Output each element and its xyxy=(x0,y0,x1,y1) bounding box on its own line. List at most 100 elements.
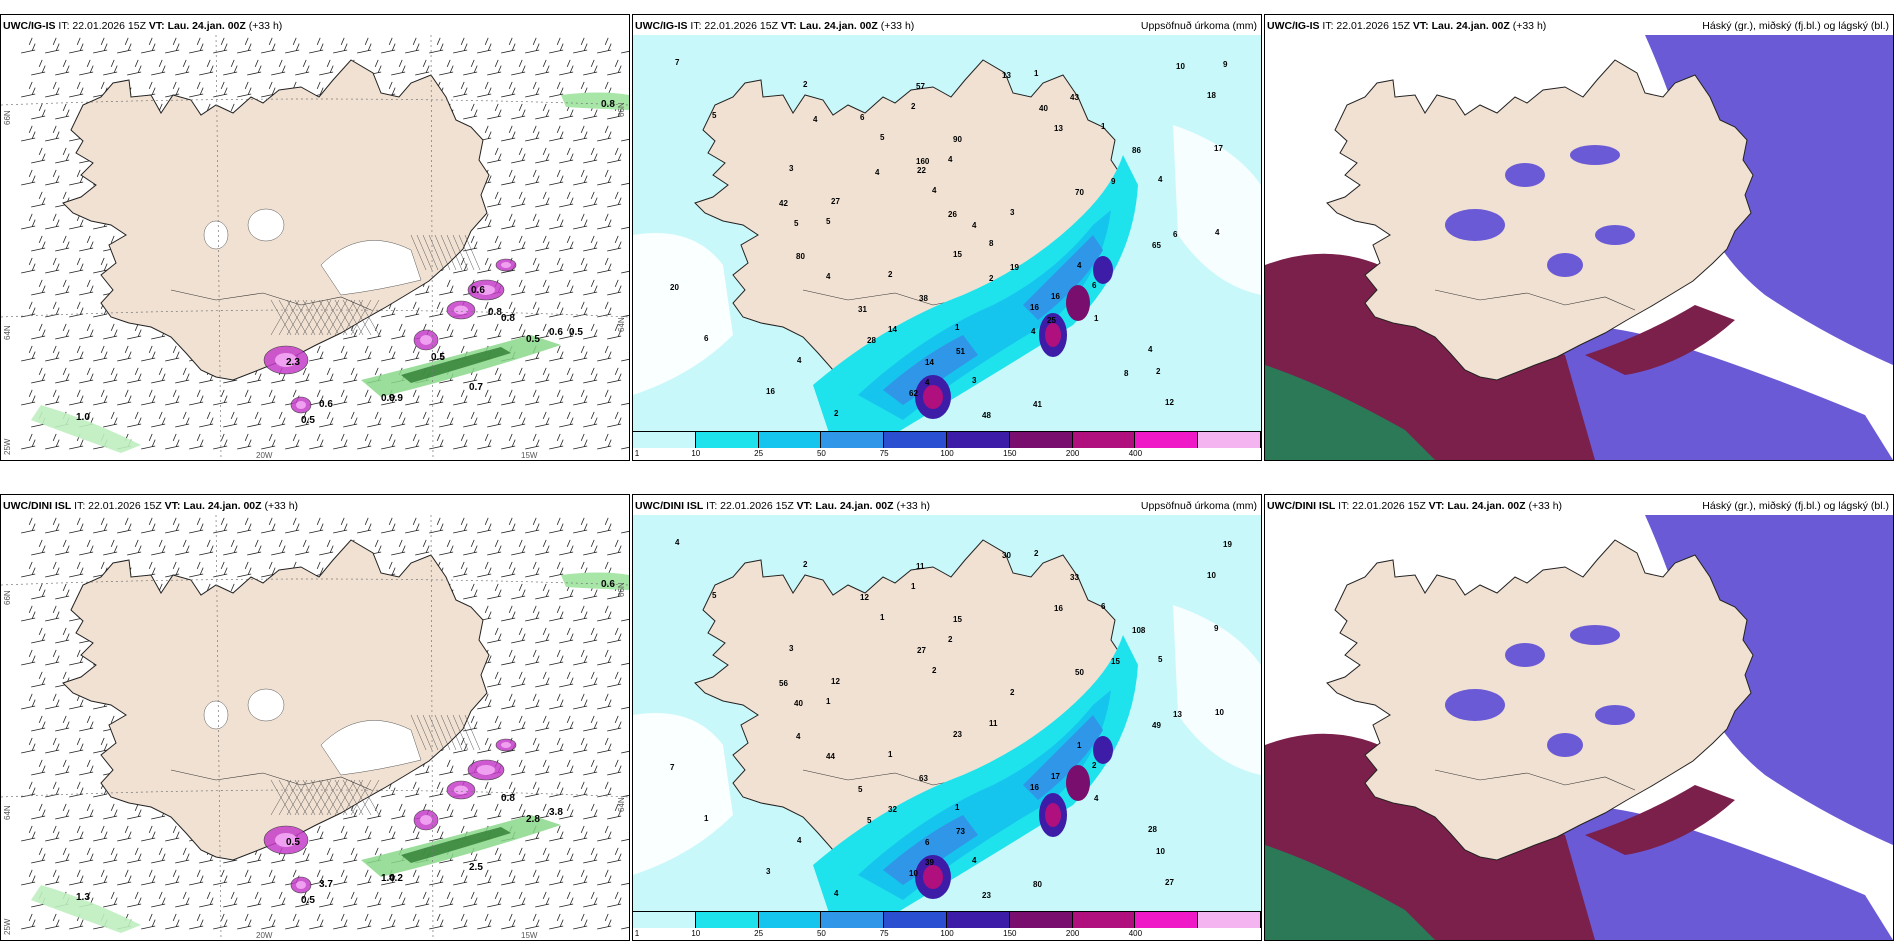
wind-barb xyxy=(175,891,190,908)
wind-barb xyxy=(21,825,36,842)
wind-barb xyxy=(31,803,46,820)
wind-barb xyxy=(151,59,166,76)
wind-barb xyxy=(559,847,574,864)
wind-barb xyxy=(45,825,60,842)
wind-barb xyxy=(151,367,166,384)
precip-value-label: 2 xyxy=(834,409,839,418)
hatch-line xyxy=(294,779,316,816)
wind-barb xyxy=(79,323,94,340)
precip-value-label: 4 xyxy=(925,378,930,387)
wind-barb xyxy=(213,869,228,886)
wind-barb xyxy=(559,671,574,688)
hatch-line xyxy=(302,299,324,336)
wind-barb xyxy=(175,367,190,384)
snow-value-label: 0.7 xyxy=(469,382,483,393)
hatch-line xyxy=(334,779,356,816)
wind-barb xyxy=(535,671,550,688)
wind-barb xyxy=(141,517,156,534)
precip-value-label: 23 xyxy=(982,891,991,900)
wind-barb xyxy=(55,59,70,76)
precip-value-label: 2 xyxy=(1010,688,1015,697)
wind-barb xyxy=(607,803,622,820)
wind-barb xyxy=(573,125,588,142)
glacier-patch xyxy=(247,208,285,242)
wind-barb xyxy=(439,759,454,776)
snow-value-label: 0.5 xyxy=(431,352,445,363)
precip-value-label: 86 xyxy=(1132,146,1141,155)
wind-barb xyxy=(559,539,574,556)
snow-value-label: 1.0 xyxy=(76,412,90,423)
wind-barb xyxy=(141,81,156,98)
hatch-line xyxy=(416,714,433,751)
wind-barb xyxy=(535,103,550,120)
hatch-line xyxy=(302,779,324,816)
wind-barb xyxy=(535,59,550,76)
wind-barb xyxy=(573,605,588,622)
precip-value-label: 10 xyxy=(1156,847,1165,856)
precip-value-label: 1 xyxy=(1101,122,1106,131)
wind-barb xyxy=(69,169,84,186)
lon-label: 15W xyxy=(521,451,538,460)
snow-value-label: 0.8 xyxy=(488,307,502,318)
wind-barb xyxy=(549,649,564,666)
snow-value-label: 2.8 xyxy=(526,814,540,825)
panel-field-title: Háský (gr.), miðský (fj.bl.) og lágský (… xyxy=(1702,20,1889,32)
wind-barb xyxy=(165,389,180,406)
snow-cell-core xyxy=(454,785,468,795)
wind-barb xyxy=(117,517,132,534)
precip-value-label: 1 xyxy=(1077,741,1082,750)
wind-barb xyxy=(511,583,526,600)
wind-barb xyxy=(55,235,70,252)
wind-barb xyxy=(357,433,372,450)
wind-barb xyxy=(453,81,468,98)
wind-barb xyxy=(549,389,564,406)
snow-cell-core xyxy=(477,765,495,775)
hatch-line xyxy=(410,714,427,751)
wind-barb xyxy=(223,539,238,556)
wind-barb xyxy=(607,539,622,556)
precip-value-label: 4 xyxy=(948,155,953,164)
wind-barb xyxy=(549,561,564,578)
wind-barb xyxy=(21,169,36,186)
wind-barb xyxy=(525,869,540,886)
wind-barb xyxy=(607,279,622,296)
wind-barb xyxy=(45,605,60,622)
wind-barb xyxy=(511,847,526,864)
wind-barb xyxy=(141,913,156,930)
wind-barb xyxy=(501,517,516,534)
wind-barb xyxy=(487,147,502,164)
wind-barb xyxy=(583,235,598,252)
lat-label: 64N xyxy=(3,805,12,820)
wind-barb xyxy=(607,411,622,428)
panel-header: UWC/IG-IS IT: 22.01.2026 15Z VT: Lau. 24… xyxy=(1267,20,1547,32)
wind-barb xyxy=(463,411,478,428)
colorbar-swatch xyxy=(695,912,759,928)
precip-value-label: 19 xyxy=(1223,540,1232,549)
hatch-line xyxy=(464,714,481,751)
snow-value-label: 0.5 xyxy=(301,895,315,906)
precip-value-label: 1 xyxy=(704,814,709,823)
precip-value-label: 8 xyxy=(989,239,994,248)
wind-barb xyxy=(621,876,629,886)
wind-barb xyxy=(583,891,598,908)
precip-value-label: 3 xyxy=(789,644,794,653)
wind-barb xyxy=(559,59,574,76)
wind-barb xyxy=(525,737,540,754)
precip-50-75 xyxy=(1023,715,1103,800)
wind-barb xyxy=(223,411,238,428)
wind-barb xyxy=(79,59,94,76)
coast-detail xyxy=(170,289,372,311)
precip-value-label: 3 xyxy=(972,376,977,385)
wind-barb xyxy=(525,389,540,406)
wind-barb xyxy=(597,213,612,230)
precip-value-label: 4 xyxy=(1031,327,1036,336)
wind-barb xyxy=(309,869,324,886)
precip-value-label: 48 xyxy=(982,411,991,420)
wind-barb xyxy=(477,781,492,798)
wind-barb xyxy=(511,803,526,820)
precip-value-label: 7 xyxy=(675,58,680,67)
wind-barb xyxy=(151,847,166,864)
wind-barb xyxy=(391,539,406,556)
snow-value-labels: 0.6 0.5 3.7 0.5 1.3 1.04.2 2.5 0.8 2.8 3.8 xyxy=(76,579,615,906)
wind-barb xyxy=(79,759,94,776)
